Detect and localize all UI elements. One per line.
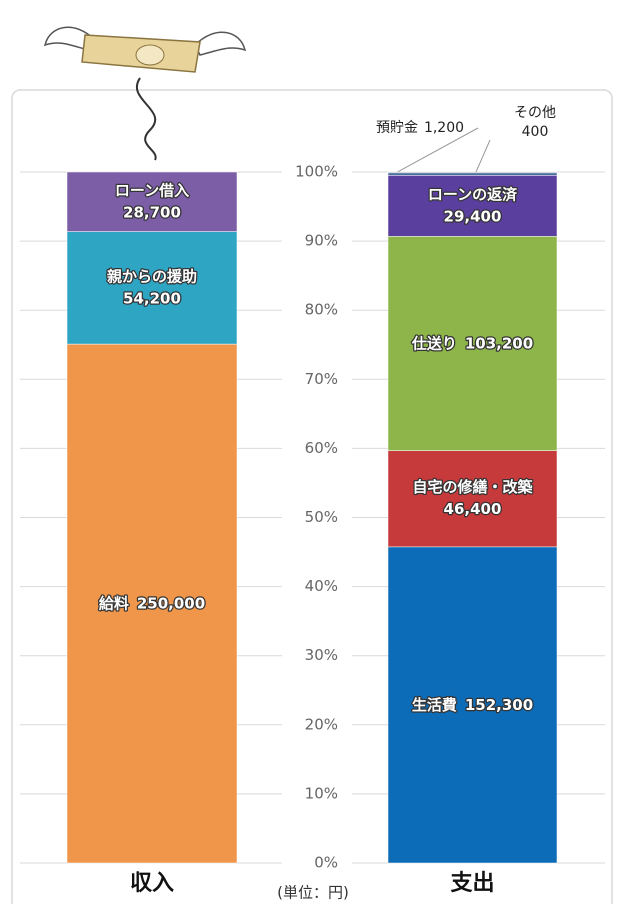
- value-label: 46,400: [444, 500, 502, 518]
- segment-label: 給料 250,000: [99, 594, 205, 612]
- segment-name: その他: [514, 105, 556, 121]
- value-label: 29,400: [444, 207, 502, 225]
- bar-segment: [67, 232, 237, 345]
- segment-name: 生活費: [412, 695, 457, 713]
- chart: (単位：円) 0% 10% 20% 30% 40% 50% 60% 70% 80% 90% 100%…: [0, 0, 623, 904]
- y-tick-label: 10%: [305, 784, 338, 802]
- y-tick-label: 0%: [314, 854, 338, 872]
- y-tick-label: 60%: [305, 439, 338, 457]
- bar-segment: [388, 451, 557, 547]
- segment-name: 預貯金: [376, 120, 418, 136]
- outside-label: 預貯金 1,200: [376, 120, 464, 136]
- segment-label: 仕送り 103,200: [411, 334, 533, 352]
- segment-name: ローンの返済: [428, 185, 518, 203]
- y-tick-label: 50%: [305, 508, 338, 526]
- value-label: 1,200: [424, 120, 464, 136]
- x-tick-label: 支出: [450, 871, 494, 896]
- x-tick-label: 収入: [130, 871, 174, 896]
- y-tick-label: 70%: [305, 370, 338, 388]
- value-label: 28,700: [123, 203, 181, 221]
- segment-name: ローン借入: [115, 181, 189, 199]
- bar-segment: [388, 172, 557, 173]
- y-tick-label: 20%: [305, 715, 338, 733]
- segment-label: 生活費 152,300: [412, 695, 533, 713]
- y-tick-label: 100%: [295, 163, 338, 181]
- bar-segment: [388, 173, 557, 175]
- y-tick-label: 80%: [305, 301, 338, 319]
- value-label: 152,300: [465, 695, 533, 713]
- y-tick-label: 90%: [305, 232, 338, 250]
- value-label: 54,200: [123, 289, 181, 307]
- value-label: 103,200: [465, 334, 533, 352]
- y-tick-label: 40%: [305, 577, 338, 595]
- y-tick-label: 30%: [305, 646, 338, 664]
- unit-note: (単位：円): [277, 884, 349, 902]
- segment-name: 自宅の修繕・改築: [412, 478, 533, 496]
- value-label: 250,000: [137, 594, 205, 612]
- flying-money-illustration: [45, 27, 245, 160]
- segment-name: 親からの援助: [107, 267, 197, 285]
- value-label: 400: [522, 124, 549, 140]
- segment-name: 仕送り: [411, 334, 457, 352]
- leader-line: [476, 140, 490, 172]
- segment-name: 給料: [99, 594, 129, 612]
